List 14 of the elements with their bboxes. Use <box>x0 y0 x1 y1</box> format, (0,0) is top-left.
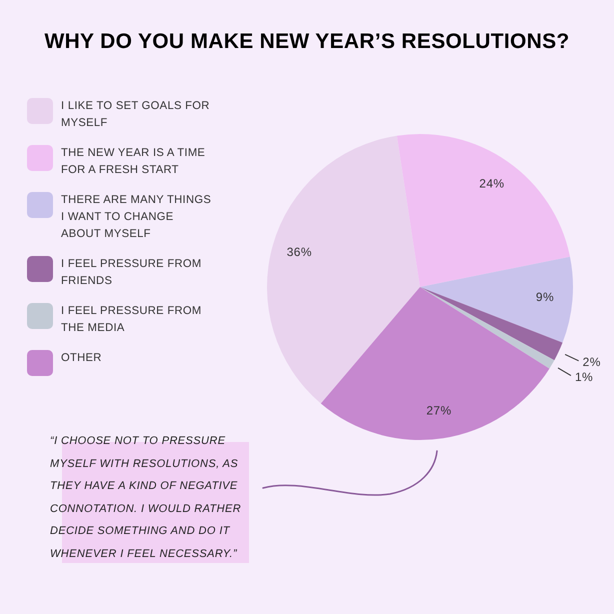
text: “I CHOOSE NOT TO PRESSURE MYSELF WITH RESOLUTIONS, AS THEY HAVE A KIND OF NEGATIVE CONNOTATION. I WOULD RATHER DECIDE SOMETHING AND DO IT WHENEVER I FEEL NECESSARY.” <box>50 434 242 562</box>
data-label: 24% <box>479 176 504 190</box>
data-label: 9% <box>536 290 554 304</box>
legend-label: OTHER <box>61 351 103 366</box>
data-label: 1% <box>574 370 594 384</box>
data-label: 36% <box>286 245 312 260</box>
data-label: 2% <box>582 355 601 370</box>
data-label: 27% <box>426 403 452 418</box>
chart-title: WHY DO YOU MAKE NEW YEAR’S RESOLUTIONS? <box>43 29 571 55</box>
legend-label: THE NEW YEAR IS A TIME FOR A FRESH START <box>61 146 206 178</box>
legend-label: I FEEL PRESSURE FROM FRIENDS <box>61 257 202 289</box>
legend-label: I FEEL PRESSURE FROM THE MEDIA <box>61 304 202 336</box>
legend-label: THERE ARE MANY THINGS I WANT TO CHANGE ABOUT MYSELF <box>61 193 212 242</box>
legend-label: I LIKE TO SET GOALS FOR MYSELF <box>61 99 211 131</box>
